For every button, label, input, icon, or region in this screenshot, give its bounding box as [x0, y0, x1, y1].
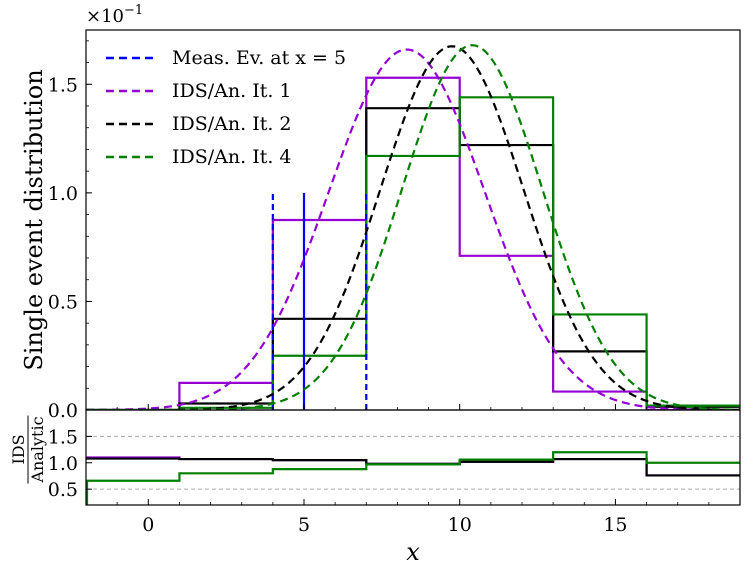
legend-label: Meas. Ev. at x = 5 [172, 47, 346, 69]
x-tick-label: 5 [298, 514, 310, 536]
main-y-tick-label: 1.5 [48, 74, 78, 96]
legend-label: IDS/An. It. 2 [172, 113, 292, 135]
ratio-y-tick-label: 1.0 [48, 453, 78, 475]
main-y-tick-label: 0.5 [48, 291, 78, 313]
x-tick-label: 15 [603, 514, 627, 536]
ratio-plot-area [86, 435, 740, 505]
histogram-it-1 [86, 76, 740, 410]
ratio-y-tick-label: 1.5 [48, 426, 78, 448]
x-tick-label: 0 [142, 514, 154, 536]
histogram-it-3 [86, 96, 740, 410]
y-multiplier-base: ×10 [86, 6, 124, 27]
ratio-panel [85, 409, 741, 506]
main-y-axis-label: Single event distribution [20, 69, 48, 370]
x-tick-label: 10 [448, 514, 472, 536]
ratio-y-label-denominator: Analytic [28, 416, 47, 483]
legend-label: IDS/An. It. 4 [172, 146, 292, 168]
ratio-frame [85, 409, 741, 506]
ratio-y-axis-label: IDS Analytic [9, 415, 47, 484]
legend-label: IDS/An. It. 1 [172, 80, 292, 102]
ratio-line-it-3 [86, 451, 740, 482]
main-y-tick-label: 1.0 [48, 183, 78, 205]
y-multiplier-exponent: −1 [124, 3, 143, 18]
ratio-y-tick-label: 0.5 [48, 479, 78, 501]
ratio-y-label-numerator: IDS [9, 434, 28, 464]
legend: Meas. Ev. at x = 5 IDS/An. It. 1 IDS/An. I… [106, 47, 346, 168]
axes-text: 0.0 0.5 1.0 1.5 0.5 1.0 1.5 0 5 10 15 x Single event… [9, 3, 741, 566]
y-multiplier-label: ×10−1 [86, 3, 143, 27]
main-y-tick-label: 0.0 [48, 400, 78, 422]
x-axis-label: x [406, 538, 420, 566]
analytic-curve-it-1 [86, 48, 740, 410]
